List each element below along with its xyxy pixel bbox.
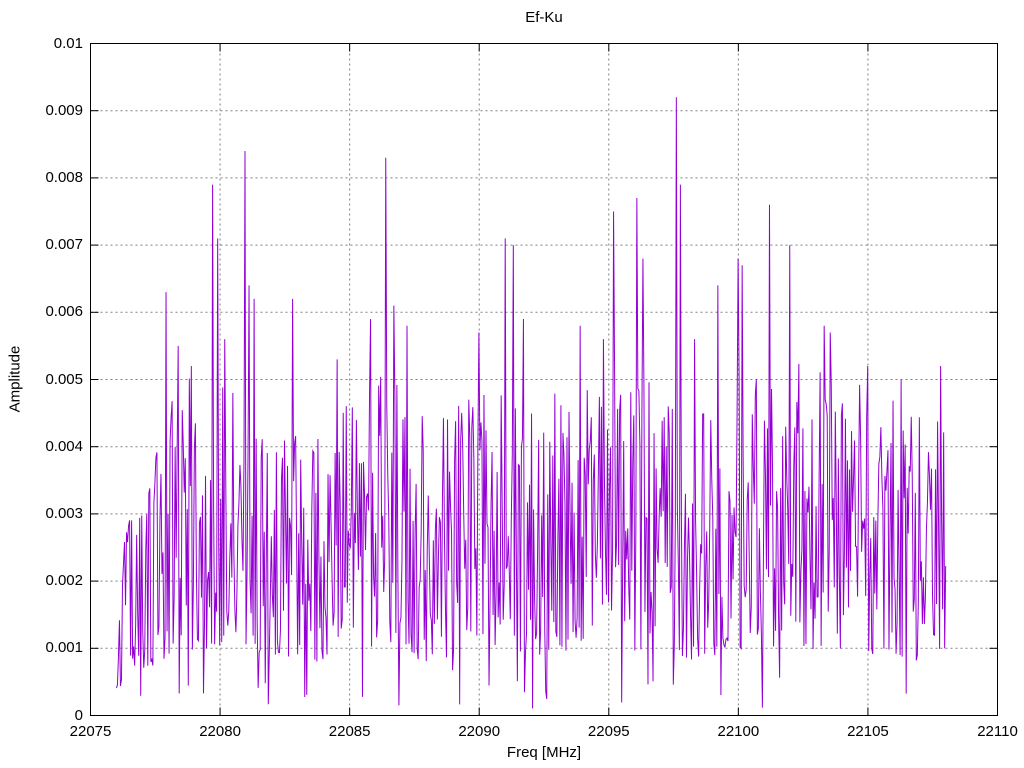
y-tick-label: 0.001 <box>45 639 83 657</box>
x-tick-label: 22075 <box>69 723 112 740</box>
x-tick-label: 22105 <box>847 723 889 740</box>
y-tick-label: 0.007 <box>45 236 83 254</box>
y-tick-label: 0 <box>74 706 83 724</box>
y-tick-label: 0.01 <box>53 34 83 52</box>
x-tick-label: 22090 <box>458 723 501 740</box>
y-tick-label: 0.006 <box>45 303 83 321</box>
x-tick-label: 22110 <box>977 723 1018 740</box>
chart-title: Ef-Ku <box>525 9 563 26</box>
y-tick-labels: 0 0.001 0.002 0.003 0.004 0.005 0.006 0.007 0.00… <box>0 0 83 768</box>
y-tick-label: 0.005 <box>45 370 83 388</box>
x-tick-labels: 22075 22080 22085 22090 22095 22100 22105 22110 <box>0 723 1024 743</box>
x-tick-label: 22100 <box>717 723 760 740</box>
y-tick-label: 0.009 <box>45 101 83 119</box>
y-tick-label: 0.003 <box>45 504 83 522</box>
y-tick-label: 0.004 <box>45 437 83 455</box>
series-line <box>115 97 947 709</box>
y-tick-label: 0.008 <box>45 168 83 186</box>
x-tick-label: 22080 <box>199 723 241 740</box>
y-tick-label: 0.002 <box>45 572 83 590</box>
grid-lines <box>90 43 998 716</box>
x-tick-label: 22095 <box>587 723 630 740</box>
axis-tick-marks <box>90 43 998 716</box>
x-axis-label: Freq [MHz] <box>506 744 582 761</box>
x-tick-label: 22085 <box>328 723 371 740</box>
